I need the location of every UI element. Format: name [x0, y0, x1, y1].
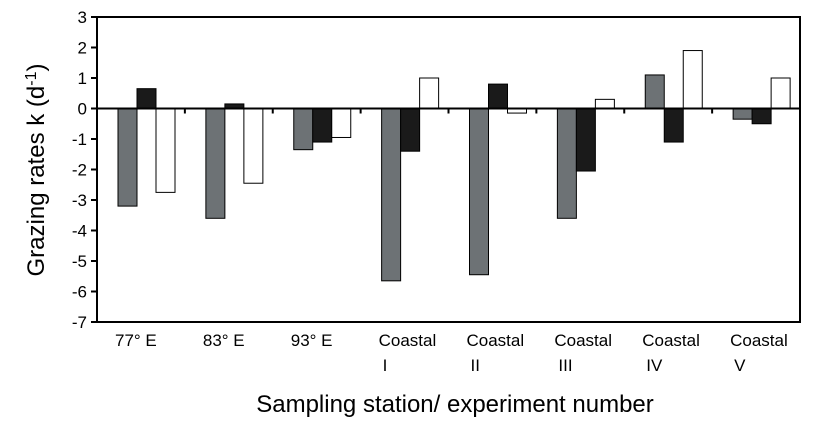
- bar: [331, 108, 352, 138]
- bar: [117, 108, 138, 207]
- bar: [469, 108, 489, 276]
- bar: [136, 88, 157, 110]
- plot-frame: [96, 16, 801, 323]
- x-category-label: Coastal: [554, 331, 612, 350]
- y-tick-label: 3: [78, 8, 87, 27]
- x-category-label: Coastal: [467, 331, 525, 350]
- y-tick-label: -4: [72, 222, 87, 241]
- bar: [381, 108, 402, 282]
- x-category-label: Coastal: [379, 331, 437, 350]
- y-tick-label: -3: [72, 191, 87, 210]
- bar: [419, 77, 440, 109]
- x-category-sublabel: I: [383, 356, 388, 375]
- bar: [644, 74, 665, 109]
- x-category-sublabel: II: [471, 356, 480, 375]
- y-tick-label: 1: [78, 69, 87, 88]
- bar: [594, 98, 615, 109]
- x-axis-labels: 77° E 83° E 93° E Coastal I Coastal II Coastal I…: [115, 108, 788, 375]
- x-category-label: 93° E: [291, 331, 333, 350]
- y-axis-title: Grazing rates k (d-1): [23, 64, 51, 277]
- bar: [488, 83, 508, 109]
- y-tick-label: -1: [72, 130, 87, 149]
- bar: [205, 108, 226, 219]
- bar: [575, 108, 596, 172]
- x-category-label: 83° E: [203, 331, 245, 350]
- y-tick-label: 2: [78, 39, 87, 58]
- x-category-sublabel: IV: [646, 356, 663, 375]
- x-category-label: Coastal: [642, 331, 700, 350]
- y-axis-ticks: 3 2 1 0 -1 -2 -3 -4 -5 -6 -7: [72, 8, 97, 332]
- x-category-sublabel: V: [734, 356, 746, 375]
- x-axis-title: Sampling station/ experiment number: [256, 391, 654, 418]
- bar: [663, 108, 684, 143]
- y-tick-label: 0: [78, 100, 87, 119]
- bar: [312, 108, 333, 143]
- bar: [243, 108, 264, 184]
- bars: [117, 50, 791, 282]
- x-category-label: Coastal: [730, 331, 788, 350]
- bar: [155, 108, 176, 193]
- bar: [400, 108, 421, 152]
- x-category-label: 77° E: [115, 331, 157, 350]
- bar: [682, 50, 703, 109]
- bar: [751, 108, 772, 125]
- bar: [556, 108, 577, 219]
- y-tick-label: -7: [72, 313, 87, 332]
- y-tick-label: -2: [72, 161, 87, 180]
- x-category-sublabel: III: [558, 356, 572, 375]
- y-tick-label: -6: [72, 283, 87, 302]
- y-tick-label: -5: [72, 252, 87, 271]
- bar: [293, 108, 314, 151]
- bar: [732, 108, 753, 120]
- bar: [770, 77, 791, 109]
